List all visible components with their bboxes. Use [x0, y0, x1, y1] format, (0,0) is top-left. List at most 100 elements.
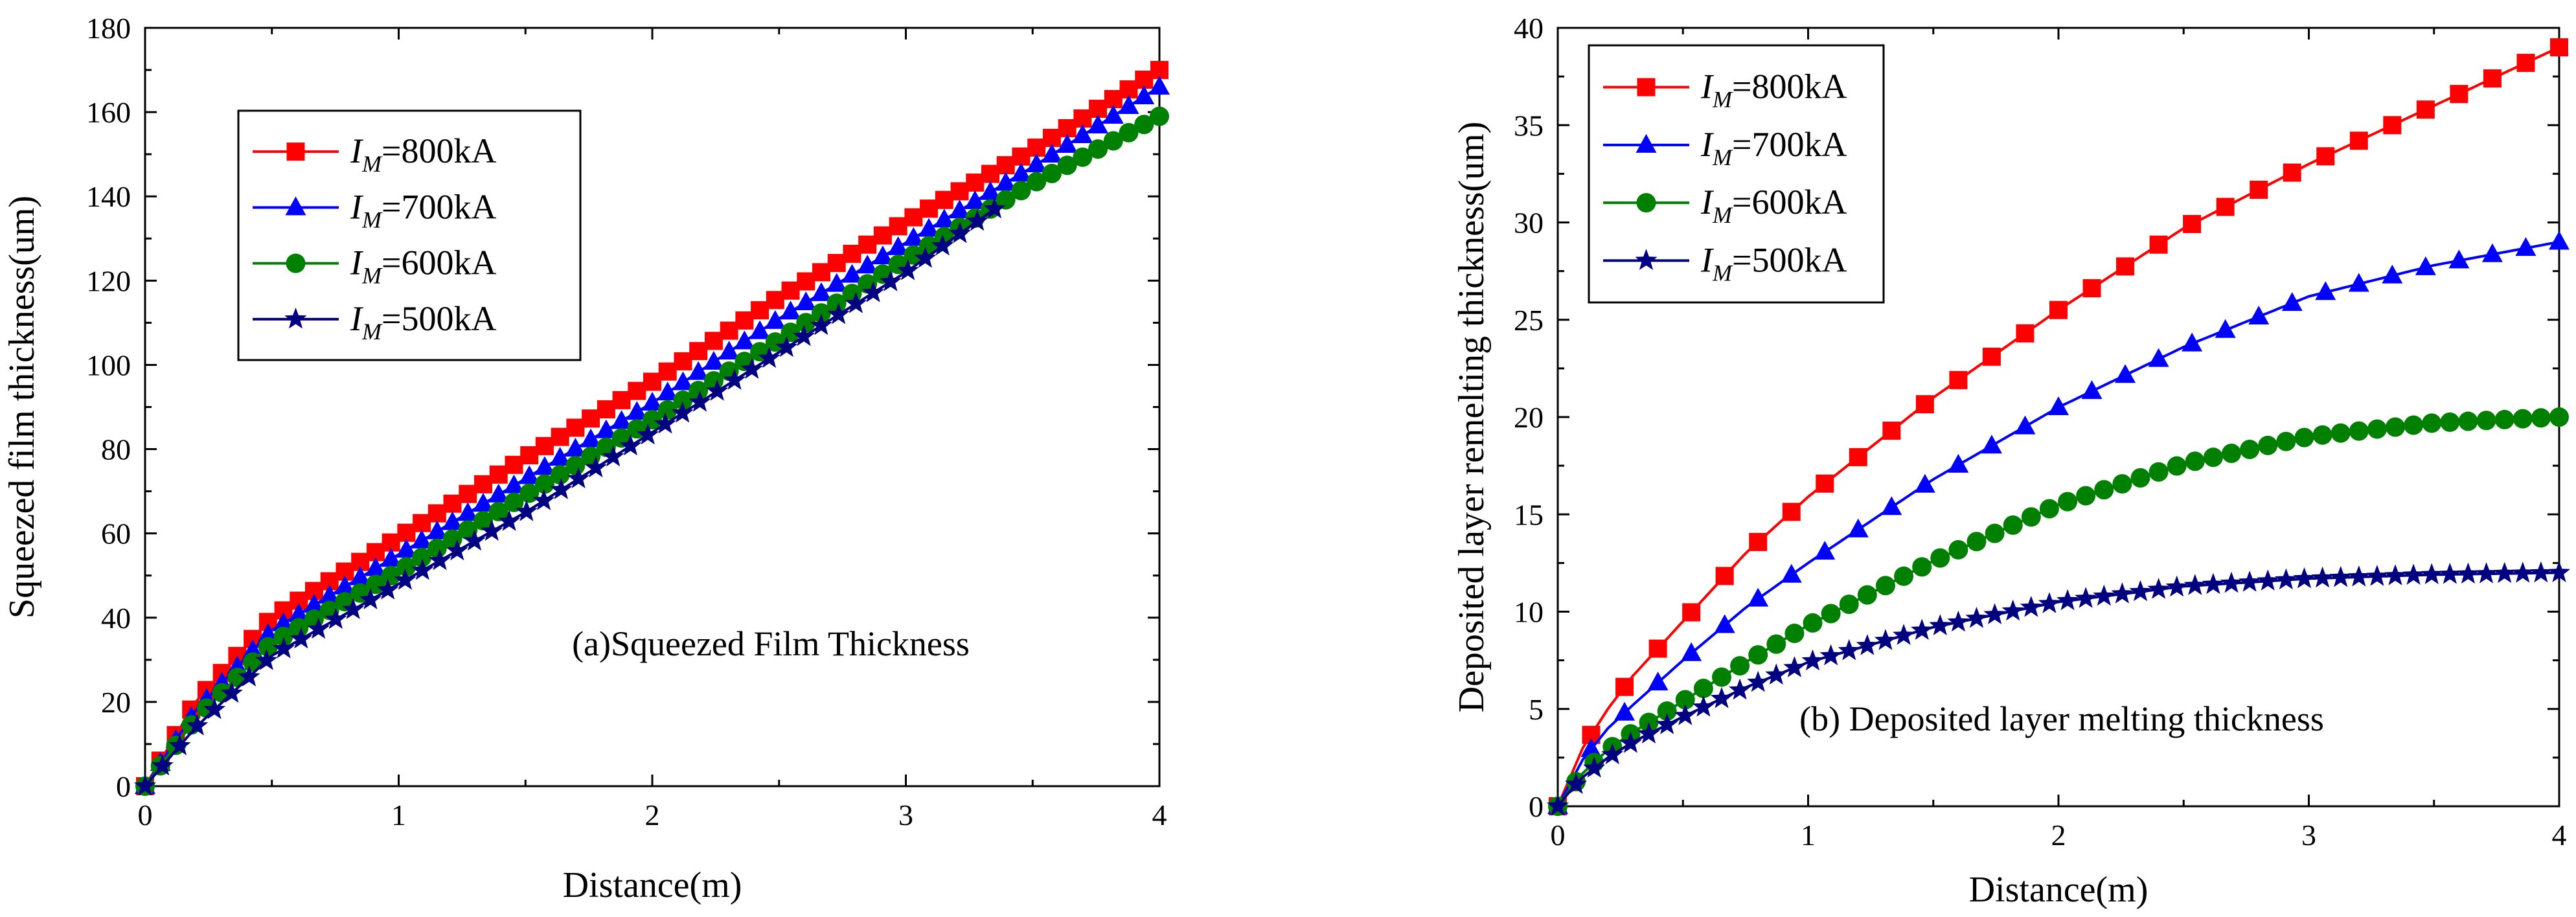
- data-point: [2311, 566, 2334, 588]
- data-point: [749, 320, 771, 339]
- data-point: [220, 681, 243, 703]
- data-point: [2248, 305, 2270, 324]
- data-point: [2147, 578, 2170, 599]
- data-point: [1882, 422, 1901, 440]
- data-point: [1914, 473, 1935, 493]
- legend-value: =700kA: [382, 187, 496, 226]
- data-point: [1819, 644, 1842, 666]
- data-point: [637, 423, 659, 445]
- data-point: [674, 352, 692, 370]
- data-point: [2115, 364, 2136, 383]
- data-point: [2549, 231, 2570, 250]
- data-point: [520, 446, 539, 465]
- data-point: [2220, 571, 2243, 593]
- data-point: [643, 410, 662, 430]
- data-point: [1042, 163, 1062, 183]
- data-point: [1103, 131, 1123, 151]
- data-point: [1912, 557, 1932, 577]
- legend-swatch-marker: [1636, 193, 1656, 213]
- data-point: [504, 492, 524, 512]
- data-point: [1118, 95, 1139, 115]
- data-point: [2202, 572, 2224, 594]
- data-point: [1874, 629, 1897, 650]
- legend-subscript: M: [1712, 144, 1733, 170]
- data-point: [810, 313, 832, 335]
- data-point: [2093, 584, 2115, 606]
- data-point: [734, 330, 755, 350]
- x-tick-label: 4: [2552, 819, 2567, 852]
- y-tick-label: 160: [86, 96, 131, 129]
- legend-value: =500kA: [382, 299, 496, 338]
- data-point: [2404, 415, 2424, 435]
- data-point: [325, 607, 347, 629]
- y-tick-label: 0: [116, 770, 131, 803]
- data-point: [766, 291, 784, 310]
- data-point: [397, 523, 416, 542]
- data-point: [427, 538, 447, 558]
- data-point: [2421, 563, 2443, 585]
- data-point: [2367, 419, 2387, 439]
- data-point: [654, 412, 677, 434]
- data-point: [1784, 623, 1805, 643]
- data-point: [290, 627, 312, 649]
- data-point: [812, 303, 831, 323]
- data-point: [2347, 565, 2370, 587]
- data-point: [1614, 701, 1636, 721]
- data-point: [2167, 456, 2187, 476]
- data-point: [1583, 756, 1606, 778]
- data-point: [1711, 667, 1731, 687]
- x-axis-title: Distance(m): [1969, 870, 2149, 910]
- data-point: [2129, 580, 2152, 602]
- data-point: [966, 173, 985, 192]
- legend-swatch-marker: [1636, 133, 1657, 153]
- data-point: [2183, 214, 2202, 233]
- data-point: [2116, 257, 2135, 276]
- data-point: [582, 409, 600, 428]
- data-point: [2216, 198, 2235, 216]
- data-point: [1710, 686, 1733, 708]
- legend-label: IM=600kA: [1700, 183, 1847, 228]
- data-point: [673, 391, 693, 411]
- data-point: [672, 371, 694, 391]
- data-point: [2039, 499, 2059, 519]
- data-point: [550, 465, 570, 485]
- data-point: [2038, 592, 2061, 613]
- data-point: [2001, 599, 2024, 621]
- data-point: [862, 281, 885, 302]
- x-tick-label: 2: [645, 798, 660, 832]
- data-point: [1072, 124, 1093, 143]
- data-point: [503, 474, 525, 493]
- data-point: [186, 714, 209, 736]
- data-point: [914, 247, 937, 268]
- data-point: [365, 557, 386, 576]
- data-point: [1948, 453, 1969, 473]
- data-point: [2182, 332, 2203, 352]
- data-point: [168, 734, 191, 756]
- data-point: [1856, 634, 1878, 655]
- data-point: [442, 511, 463, 530]
- data-point: [1981, 435, 2002, 454]
- data-point: [2422, 413, 2442, 433]
- data-point: [580, 428, 602, 447]
- data-point: [1747, 670, 1770, 692]
- data-point: [619, 434, 642, 456]
- data-point: [566, 418, 585, 437]
- data-point: [1949, 370, 1968, 389]
- data-point: [657, 381, 678, 401]
- legend-value: =800kA: [382, 131, 496, 170]
- data-point: [428, 549, 451, 571]
- data-point: [1580, 738, 1602, 757]
- legend-label: IM=600kA: [350, 243, 496, 289]
- data-point: [1693, 679, 1713, 699]
- data-point: [704, 332, 723, 350]
- legend-subscript: M: [361, 263, 383, 289]
- legend-symbol: I: [1700, 240, 1715, 279]
- legend-subscript: M: [361, 319, 383, 345]
- data-point: [2275, 568, 2297, 590]
- data-point: [796, 313, 816, 333]
- data-point: [2550, 38, 2568, 57]
- data-point: [1783, 656, 1806, 677]
- data-point: [1656, 713, 1678, 734]
- data-point: [1681, 642, 1702, 661]
